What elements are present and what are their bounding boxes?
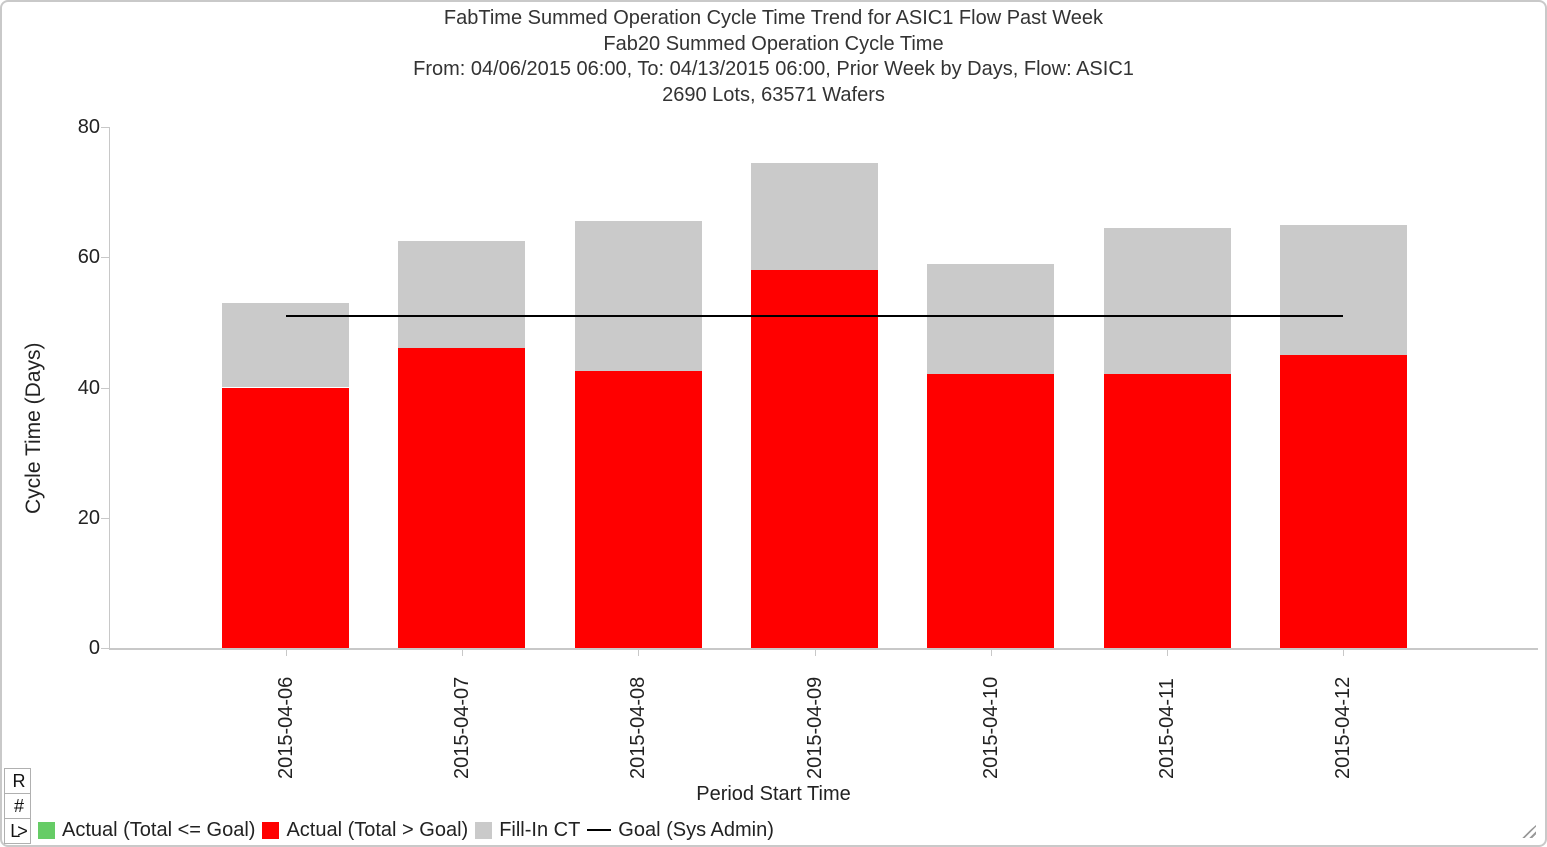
tool-button-[interactable]: # (4, 793, 31, 819)
y-axis-tick (101, 387, 109, 389)
x-axis-tick (990, 649, 992, 656)
bar-segment-fillin[interactable] (222, 302, 350, 388)
y-axis-tick-label: 60 (77, 246, 100, 269)
legend-item-label: Fill-In CT (499, 818, 581, 841)
x-axis-tick-label: 2015-04-09 (803, 676, 826, 779)
x-axis-tick-label: 2015-04-11 (1156, 678, 1179, 779)
y-axis-line (109, 127, 110, 648)
x-axis-tick (814, 649, 816, 656)
y-axis-tick (101, 127, 109, 128)
x-axis-tick-label: 2015-04-07 (450, 676, 473, 779)
y-axis-tick-label: 80 (77, 116, 100, 138)
chart-counts-line: 2690 Lots, 63571 Wafers (662, 83, 885, 106)
tool-button-r[interactable]: R (4, 768, 31, 794)
y-axis-tick (101, 257, 109, 259)
chart-subtitle: Fab20 Summed Operation Cycle Time (603, 32, 944, 55)
chart-title-block: FabTime Summed Operation Cycle Time Tren… (2, 6, 1545, 108)
legend-item: Goal (Sys Admin) (587, 819, 774, 842)
y-axis-tick (101, 517, 109, 519)
bar-segment-actual[interactable] (1103, 374, 1231, 648)
legend-item-label: Actual (Total > Goal) (286, 818, 469, 841)
bar-segment-actual[interactable] (1279, 354, 1407, 648)
bar-segment-fillin[interactable] (1279, 224, 1407, 355)
y-axis-tick-label: 20 (77, 506, 100, 529)
x-axis-tick-label: 2015-04-06 (274, 676, 297, 779)
x-axis-line (109, 648, 1538, 650)
x-axis-tick (285, 649, 287, 656)
bar-segment-actual[interactable] (574, 371, 702, 648)
y-axis-tick (101, 648, 109, 649)
bar-segment-fillin[interactable] (398, 240, 526, 349)
goal-line (285, 314, 1344, 317)
chart-title: FabTime Summed Operation Cycle Time Tren… (443, 7, 1104, 29)
legend-item: Fill-In CT (475, 819, 580, 842)
bar-segment-actual[interactable] (751, 270, 878, 648)
y-axis-title: Cycle Time (Days) (22, 342, 45, 514)
bar-segment-actual[interactable] (398, 348, 526, 648)
legend-square-marker-icon (475, 821, 493, 839)
x-axis-tick-label: 2015-04-08 (627, 676, 650, 779)
x-axis-tick-label: 2015-04-12 (1332, 676, 1355, 779)
y-axis-tick-label: 0 (88, 637, 100, 659)
legend-item-label: Goal (Sys Admin) (618, 818, 774, 841)
legend-item-label: Actual (Total <= Goal) (62, 818, 256, 841)
legend-item: Actual (Total > Goal) (262, 819, 468, 842)
legend-square-marker-icon (262, 821, 280, 839)
tool-button-l[interactable]: L> (4, 818, 31, 844)
bar-segment-actual[interactable] (222, 387, 350, 648)
legend-square-marker-icon (38, 821, 55, 839)
x-axis-tick (1167, 649, 1169, 656)
bar-segment-fillin[interactable] (1103, 227, 1231, 375)
legend-item: Actual (Total <= Goal) (38, 819, 255, 842)
chart-toolbar: R # L> (4, 768, 33, 844)
x-axis-tick-label: 2015-04-10 (979, 676, 1002, 779)
x-axis-tick (1343, 649, 1345, 656)
x-axis-tick (461, 649, 463, 656)
legend: Actual (Total <= Goal) Actual (Total > Go… (38, 816, 781, 844)
bar-segment-fillin[interactable] (751, 162, 878, 271)
bar-segment-fillin[interactable] (927, 263, 1055, 375)
chart-range-line: From: 04/06/2015 06:00, To: 04/13/2015 0… (413, 58, 1134, 80)
bar-segment-actual[interactable] (927, 374, 1055, 648)
x-axis-title: Period Start Time (696, 783, 851, 805)
bar-segment-fillin[interactable] (574, 221, 702, 372)
y-axis-tick-label: 40 (77, 376, 100, 399)
legend-line-marker-icon (587, 829, 612, 831)
x-axis-tick (638, 649, 640, 656)
